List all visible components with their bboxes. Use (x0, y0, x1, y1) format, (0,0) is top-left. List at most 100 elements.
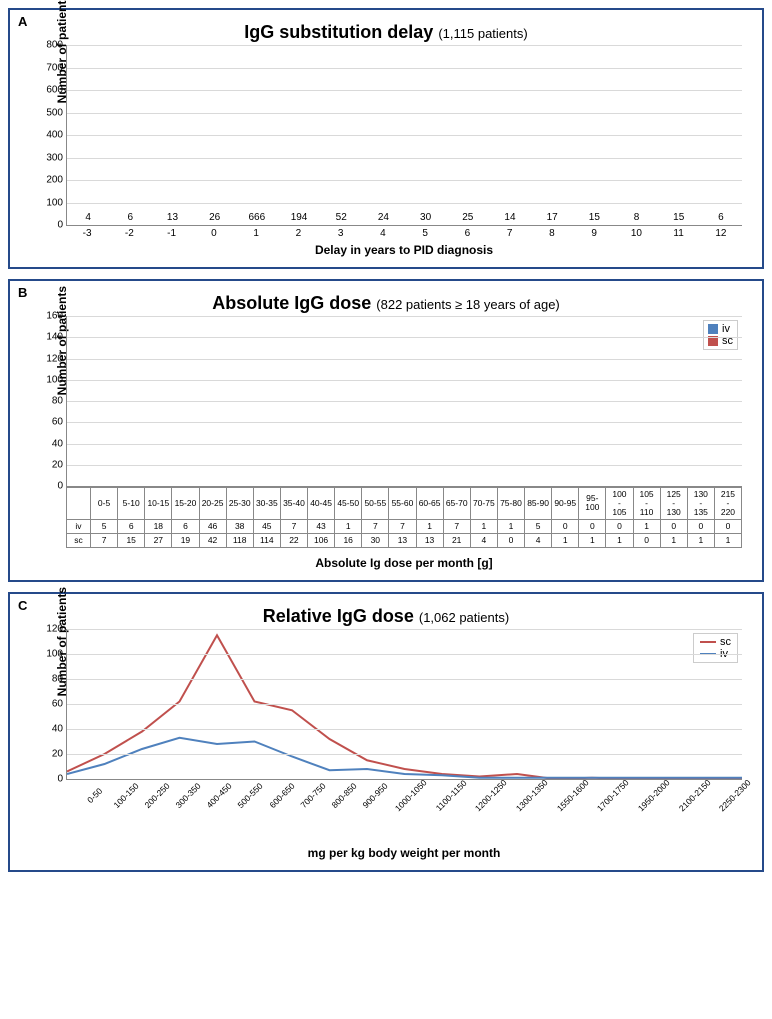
chart-b-table-cat: 5-10 (118, 488, 145, 520)
chart-c-line-iv (67, 737, 742, 777)
chart-a-bar-value: 30 (420, 212, 431, 223)
chart-a-plot-wrap: Number of patients 461326666194522430251… (66, 45, 742, 257)
legend-label-sc: sc (720, 636, 731, 648)
chart-b-ytick: 140 (33, 332, 63, 343)
chart-b-table-cell: 4 (525, 533, 552, 547)
chart-b-ytick: 120 (33, 353, 63, 364)
chart-b-table-cat: 95-100 (579, 488, 606, 520)
panel-a: A IgG substitution delay (1,115 patients… (8, 8, 764, 269)
chart-a-ytick: 0 (33, 220, 63, 231)
panel-letter-c: C (18, 598, 27, 613)
chart-a-xlabel: Delay in years to PID diagnosis (66, 243, 742, 257)
chart-a-bar-value: 666 (249, 212, 266, 223)
chart-a-xtick: 1 (235, 228, 277, 239)
chart-b-table-cat: 55-60 (389, 488, 416, 520)
chart-c-title-main: Relative IgG dose (263, 606, 414, 626)
chart-b-table-rowhdr-sc: sc (67, 533, 91, 547)
chart-a-bar-col: 15 (658, 212, 700, 225)
chart-b-table-cell: 45 (253, 519, 280, 533)
chart-a-bar-value: 26 (209, 212, 220, 223)
chart-b-table-cell: 1 (714, 533, 741, 547)
legend-line-sc (700, 641, 716, 643)
panel-c: C Relative IgG dose (1,062 patients) Num… (8, 592, 764, 872)
chart-b-table-cell: 7 (443, 519, 470, 533)
chart-a-bar-col: 8 (615, 212, 657, 225)
chart-a-bar-value: 15 (589, 212, 600, 223)
chart-b-table-cell: 0 (579, 519, 606, 533)
chart-b-table-cat: 85-90 (525, 488, 552, 520)
chart-a-xtick: 6 (446, 228, 488, 239)
chart-b-ytick: 40 (33, 438, 63, 449)
chart-b-table-cell: 1 (497, 519, 524, 533)
chart-a-xtick: -1 (151, 228, 193, 239)
chart-b-title-sub: (822 patients ≥ 18 years of age) (376, 297, 559, 312)
chart-a-xtick: 4 (362, 228, 404, 239)
chart-b-table-cell: 0 (633, 533, 660, 547)
chart-b-table-cell: 13 (416, 533, 443, 547)
chart-a-xtick: 10 (615, 228, 657, 239)
chart-b-table-cell: 106 (308, 533, 335, 547)
chart-b-table-cat: 50-55 (362, 488, 389, 520)
chart-c-ytick: 0 (33, 773, 63, 784)
chart-b-table-cell: 13 (389, 533, 416, 547)
chart-b-table-cat: 35-40 (280, 488, 307, 520)
chart-a-xtick: 8 (531, 228, 573, 239)
chart-b-table-cell: 0 (687, 519, 714, 533)
panel-letter-b: B (18, 285, 27, 300)
chart-b-table-cat: 20-25 (199, 488, 226, 520)
chart-b-table-cell: 1 (606, 533, 633, 547)
chart-b-legend: iv sc (703, 320, 738, 350)
chart-b-table-cell: 1 (552, 533, 579, 547)
chart-c-line-sc (67, 635, 742, 779)
chart-b-ytick: 20 (33, 459, 63, 470)
chart-b-table-cat: 10-15 (145, 488, 172, 520)
chart-c-ytick: 40 (33, 723, 63, 734)
chart-c-ytick: 80 (33, 673, 63, 684)
chart-a-ytick: 300 (33, 152, 63, 163)
chart-a-bar-value: 13 (167, 212, 178, 223)
chart-c-title: Relative IgG dose (1,062 patients) (22, 606, 750, 627)
chart-b-table-cell: 6 (118, 519, 145, 533)
chart-a-ytick: 800 (33, 40, 63, 51)
chart-b-table-cell: 7 (389, 519, 416, 533)
chart-b-table-cat: 105-110 (633, 488, 660, 520)
chart-b-plot-wrap: Number of patients iv sc 020406080100120… (66, 316, 742, 570)
chart-c-title-sub: (1,062 patients) (419, 610, 509, 625)
chart-b-table-cell: 42 (199, 533, 226, 547)
chart-a-plot: 461326666194522430251417158156 010020030… (66, 45, 742, 226)
chart-b-table-cat: 215-220 (714, 488, 741, 520)
chart-b-table-cell: 38 (226, 519, 253, 533)
panel-letter-a: A (18, 14, 27, 29)
chart-a-bar-col: 6 (109, 212, 151, 225)
chart-a-bar-value: 52 (336, 212, 347, 223)
chart-a-bar-col: 666 (236, 212, 278, 225)
chart-a-bar-col: 15 (573, 212, 615, 225)
chart-a-xtick: 0 (193, 228, 235, 239)
chart-a-bar-value: 8 (634, 212, 640, 223)
chart-b-ytick: 0 (33, 481, 63, 492)
chart-b-table-cell: 5 (525, 519, 552, 533)
chart-b-table-cat: 0-5 (91, 488, 118, 520)
chart-a-ytick: 200 (33, 175, 63, 186)
chart-a-xtick: -2 (108, 228, 150, 239)
chart-a-bar-value: 4 (85, 212, 91, 223)
chart-b-table-cell: 7 (91, 533, 118, 547)
chart-b-table-cell: 118 (226, 533, 253, 547)
chart-a-bar-value: 6 (128, 212, 134, 223)
chart-b-table-cell: 1 (416, 519, 443, 533)
chart-b-table-cat: 100-105 (606, 488, 633, 520)
chart-a-ytick: 600 (33, 85, 63, 96)
chart-b-table-cell: 5 (91, 519, 118, 533)
chart-a-ytick: 700 (33, 62, 63, 73)
chart-a-xtick: 2 (277, 228, 319, 239)
chart-a-bar-value: 14 (504, 212, 515, 223)
chart-b-table-cell: 0 (714, 519, 741, 533)
chart-b-table-cat: 40-45 (308, 488, 335, 520)
chart-a-xtick: 5 (404, 228, 446, 239)
chart-a-xtick: 3 (320, 228, 362, 239)
chart-a-xtick: -3 (66, 228, 108, 239)
chart-b-plot: iv sc 020406080100120140160 (66, 316, 742, 487)
chart-b-table-cell: 4 (470, 533, 497, 547)
chart-a-bar-col: 13 (151, 212, 193, 225)
chart-b-table-cell: 1 (633, 519, 660, 533)
